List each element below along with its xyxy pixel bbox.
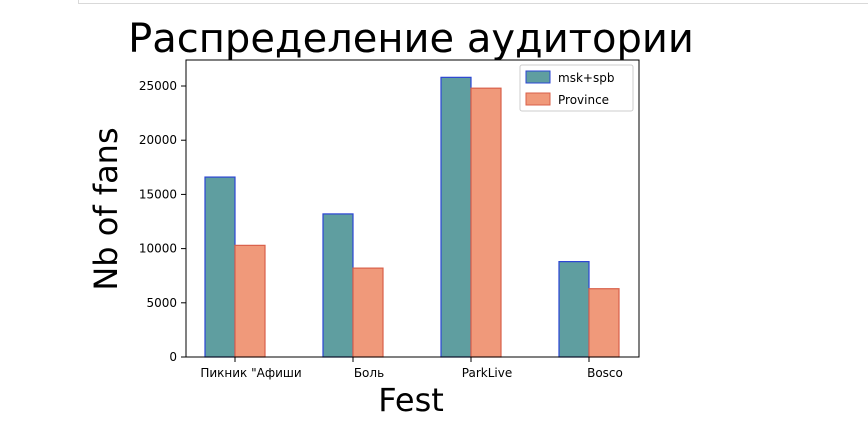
legend-label-msk-spb: msk+spb — [558, 71, 614, 85]
legend-swatch-province — [525, 92, 551, 106]
x-axis-label: Fest — [378, 381, 444, 419]
x-tick-label: Боль — [354, 366, 384, 380]
bar-province-1 — [352, 267, 384, 358]
legend-label-province: Province — [558, 93, 609, 107]
bar-province-0 — [234, 244, 266, 358]
y-tick-label: 20000 — [139, 133, 177, 147]
y-tick-label: 0 — [169, 350, 177, 364]
bar-msk-spb-2 — [440, 76, 472, 358]
legend-swatch-msk-spb — [525, 70, 551, 84]
y-tick-label: 25000 — [139, 79, 177, 93]
legend: msk+spb Province — [519, 64, 634, 112]
y-tick-label: 5000 — [146, 296, 177, 310]
x-tick-label: Bosco — [587, 366, 623, 380]
bar-msk-spb-0 — [204, 176, 236, 358]
bars-group — [204, 76, 620, 358]
chart-title: Распределение аудитории — [128, 16, 694, 62]
x-ticks: Пикник "Афиши Боль ParkLive Bosco — [200, 357, 623, 380]
y-tick-label: 10000 — [139, 242, 177, 256]
bar-province-3 — [588, 288, 620, 358]
x-tick-label: Пикник "Афиши — [200, 366, 301, 380]
bar-province-2 — [470, 87, 502, 358]
plot-frame — [185, 59, 640, 358]
x-tick-label: ParkLive — [462, 366, 512, 380]
y-ticks: 0 5000 10000 15000 20000 25000 — [139, 79, 186, 364]
notebook-cell-border — [78, 0, 868, 4]
bar-msk-spb-3 — [558, 261, 590, 358]
y-axis-label: Nb of fans — [87, 127, 125, 290]
y-tick-label: 15000 — [139, 187, 177, 201]
bar-msk-spb-1 — [322, 213, 354, 358]
